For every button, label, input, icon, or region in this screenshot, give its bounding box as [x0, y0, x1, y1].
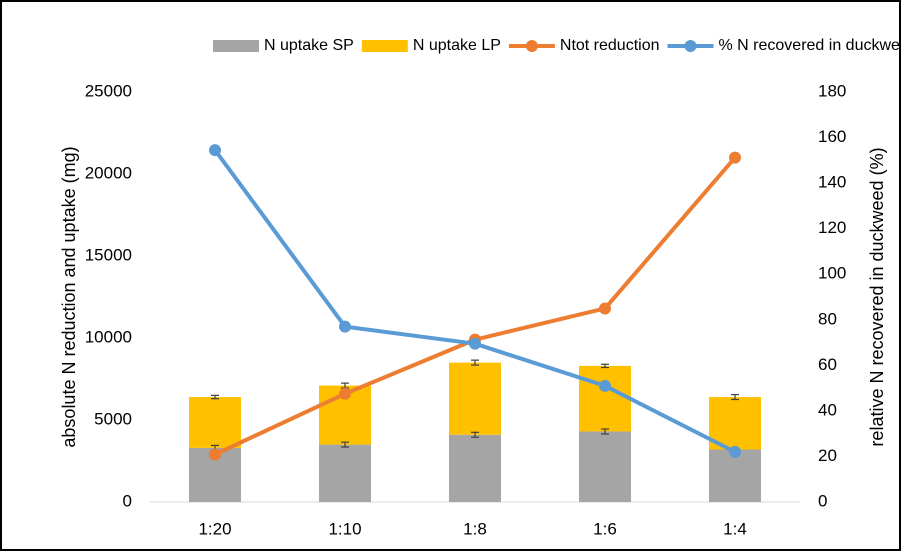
- x-tick-label: 1:8: [463, 519, 487, 538]
- legend-swatch: [684, 40, 697, 52]
- line-marker: [599, 302, 611, 315]
- y2-tick-label: 160: [818, 127, 846, 146]
- line-marker: [729, 445, 741, 458]
- legend-label: Ntot reduction: [560, 37, 660, 54]
- line-marker: [729, 151, 741, 164]
- line-marker: [599, 379, 611, 392]
- legend-swatch: [213, 40, 259, 52]
- error-bar: [601, 428, 609, 435]
- x-tick-label: 1:10: [328, 519, 361, 538]
- bar: [449, 362, 501, 435]
- legend-label: N uptake LP: [413, 37, 501, 54]
- y-tick-label: 10000: [85, 327, 132, 346]
- error-bar: [731, 393, 739, 401]
- error-bar: [211, 394, 219, 400]
- y2-tick-label: 180: [818, 81, 846, 100]
- legend-label: N uptake SP: [264, 37, 354, 54]
- legend-label: % N recovered in duckweed: [719, 37, 901, 54]
- bar: [579, 431, 631, 502]
- y-tick-label: 0: [123, 491, 132, 510]
- x-tick-label: 1:4: [723, 519, 747, 538]
- y2-tick-label: 0: [818, 491, 827, 510]
- y2-tick-label: 80: [818, 309, 837, 328]
- line-marker: [209, 144, 221, 157]
- line-marker: [209, 448, 221, 461]
- bar: [449, 434, 501, 502]
- legend-swatch: [525, 40, 538, 52]
- error-bar: [471, 359, 479, 366]
- y2-axis-title: relative N recovered in duckweed (%): [867, 147, 887, 446]
- y2-tick-label: 140: [818, 173, 846, 192]
- bar: [579, 365, 631, 432]
- legend-swatch: [361, 40, 408, 52]
- y-tick-label: 20000: [85, 163, 132, 182]
- bar: [319, 444, 371, 502]
- line-marker: [339, 320, 351, 333]
- error-bar: [341, 441, 349, 448]
- y2-tick-label: 120: [818, 218, 846, 237]
- y-tick-label: 25000: [85, 81, 132, 100]
- y2-tick-label: 40: [818, 400, 837, 419]
- error-bar: [601, 363, 609, 369]
- error-bar: [471, 431, 479, 438]
- x-tick-label: 1:6: [593, 519, 617, 538]
- y2-tick-label: 20: [818, 446, 837, 465]
- line-marker: [469, 337, 481, 350]
- y2-tick-label: 100: [818, 264, 846, 283]
- y-axis-title: absolute N reduction and uptake (mg): [59, 146, 79, 447]
- y2-tick-label: 60: [818, 355, 837, 374]
- y-tick-label: 15000: [85, 245, 132, 264]
- y-tick-label: 5000: [94, 409, 132, 428]
- bar: [189, 397, 241, 448]
- x-tick-label: 1:20: [198, 519, 231, 538]
- bar: [709, 449, 761, 502]
- bar: [709, 397, 761, 450]
- line-marker: [339, 387, 351, 400]
